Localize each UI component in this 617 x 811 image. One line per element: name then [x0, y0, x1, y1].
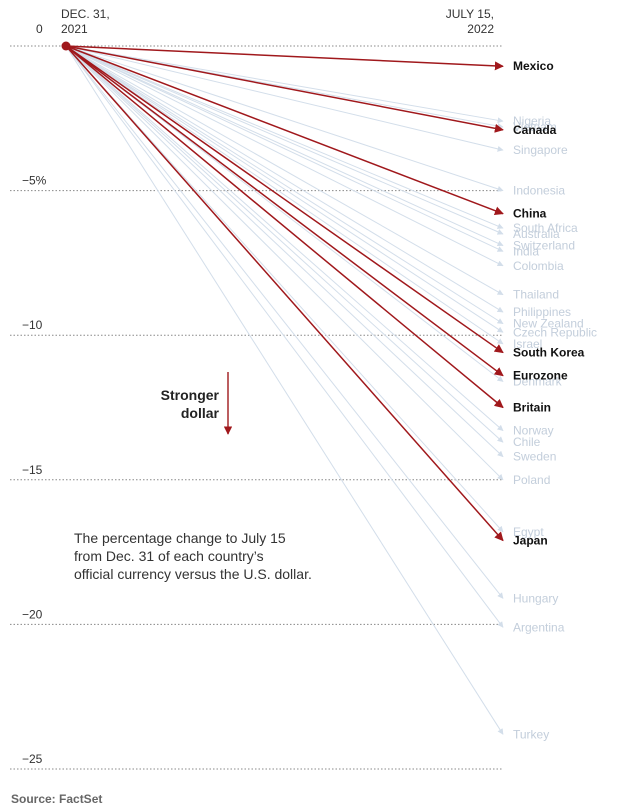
muted-series-lines [65, 45, 504, 735]
stronger-label-line2: dollar [181, 405, 220, 421]
country-label-nigeria: Nigeria [513, 114, 551, 128]
country-label-japan: Japan [513, 534, 548, 548]
series-line-nigeria [65, 45, 504, 124]
origin-dot [61, 41, 71, 51]
country-label-switzerland: Switzerland [513, 239, 575, 253]
series-line-czech-republic [65, 45, 504, 333]
end-date-label: JULY 15, 2022 [446, 7, 495, 36]
country-label-czech-republic: Czech Republic [513, 325, 597, 339]
country-label-mexico: Mexico [513, 59, 554, 73]
country-label-china: China [513, 207, 547, 221]
country-label-australia: Australia [513, 227, 560, 241]
series-line-south-africa [65, 45, 504, 229]
country-label-thailand: Thailand [513, 288, 559, 302]
stronger-label-line1: Stronger [161, 387, 220, 403]
start-date-line1: DEC. 31, [61, 7, 110, 21]
series-line-turkey [65, 45, 504, 735]
series-line-britain [65, 45, 504, 409]
source-note: Source: FactSet [11, 792, 103, 806]
country-label-britain: Britain [513, 401, 551, 415]
country-label-singapore: Singapore [513, 143, 568, 157]
currency-chart: 0 −5% −10 −15 −20 −25 DEC. 31, 2021 JULY 15, … [10, 7, 597, 770]
series-line-mexico [65, 45, 504, 71]
series-line-colombia [65, 45, 504, 267]
country-label-denmark: Denmark [513, 374, 563, 388]
country-label-israel: Israel [513, 337, 542, 351]
country-label-argentina: Argentina [513, 620, 565, 634]
country-label-turkey: Turkey [513, 727, 549, 741]
series-line-new-zealand [65, 45, 504, 325]
series-line-australia [65, 45, 504, 235]
country-label-chile: Chile [513, 435, 541, 449]
highlighted-series-lines [65, 45, 504, 542]
series-line-china [65, 45, 504, 216]
series-line-canada [65, 45, 504, 133]
series-line-india [65, 45, 504, 252]
series-line-indonesia [65, 45, 504, 192]
series-line-japan [65, 45, 504, 542]
y-tick-label: −20 [22, 607, 43, 621]
start-date-line2: 2021 [61, 22, 88, 36]
country-label-south-africa: South Africa [513, 221, 578, 235]
country-label-norway: Norway [513, 424, 554, 438]
end-date-line1: JULY 15, [446, 7, 494, 21]
country-label-colombia: Colombia [513, 259, 564, 273]
series-line-poland [65, 45, 504, 481]
y-tick-label: −10 [22, 318, 43, 332]
country-label-egypt: Egypt [513, 525, 544, 539]
note-line2: from Dec. 31 of each country’s [74, 548, 264, 564]
y-tick-label: −25 [22, 752, 43, 766]
country-label-sweden: Sweden [513, 450, 556, 464]
country-label-hungary: Hungary [513, 591, 558, 605]
stronger-dollar-annotation: Stronger dollar [161, 372, 233, 435]
series-line-thailand [65, 45, 504, 296]
country-label-canada: Canada [513, 123, 557, 137]
start-date-label: DEC. 31, 2021 [61, 7, 110, 36]
series-line-south-korea [65, 45, 504, 354]
country-label-philippines: Philippines [513, 305, 571, 319]
note-line3: official currency versus the U.S. dollar… [74, 566, 312, 582]
series-line-philippines [65, 45, 504, 313]
series-line-egypt [65, 45, 504, 533]
country-label-india: India [513, 244, 539, 258]
country-label-indonesia: Indonesia [513, 184, 565, 198]
country-label-new-zealand: New Zealand [513, 317, 584, 331]
chart-note: The percentage change to July 15 from De… [74, 530, 312, 582]
series-line-denmark [65, 45, 504, 382]
y-axis-ticks: 0 −5% −10 −15 −20 −25 [22, 22, 47, 766]
end-date-line2: 2022 [467, 22, 494, 36]
series-line-argentina [65, 45, 504, 628]
y-tick-label: −5% [22, 174, 47, 188]
series-line-hungary [65, 45, 504, 599]
series-line-eurozone [65, 45, 504, 377]
country-label-poland: Poland [513, 473, 550, 487]
series-line-norway [65, 45, 504, 432]
country-label-eurozone: Eurozone [513, 369, 568, 383]
series-line-sweden [65, 45, 504, 458]
y-tick-label: 0 [36, 22, 43, 36]
country-label-south-korea: South Korea [513, 346, 585, 360]
y-tick-label: −15 [22, 463, 43, 477]
country-label-vietnam: Vietnam [513, 120, 557, 134]
note-line1: The percentage change to July 15 [74, 530, 286, 546]
series-line-israel [65, 45, 504, 345]
series-line-chile [65, 45, 504, 443]
series-line-singapore [65, 45, 504, 152]
series-line-switzerland [65, 45, 504, 247]
